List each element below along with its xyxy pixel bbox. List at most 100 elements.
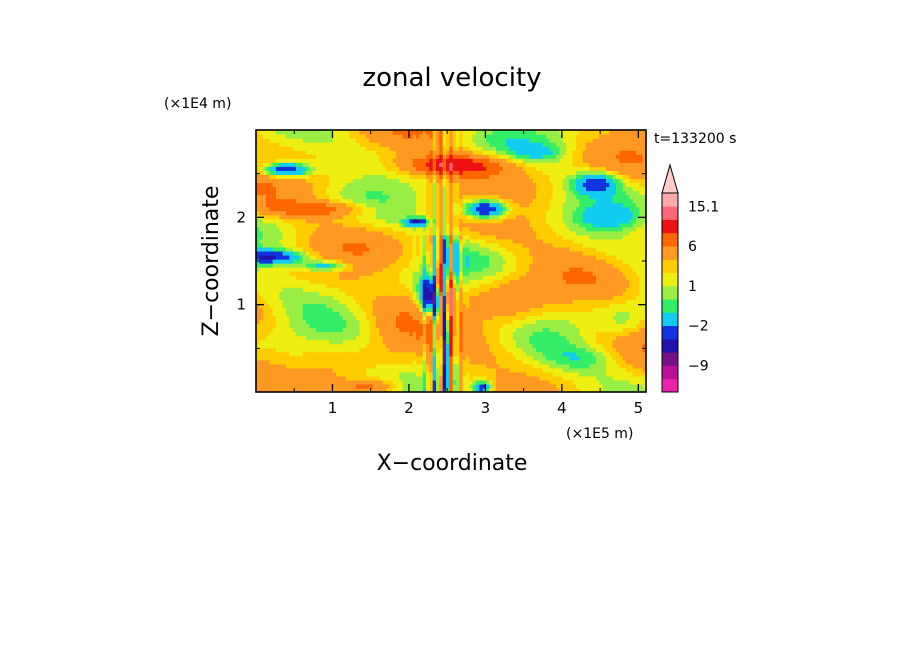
contour-cell: [412, 254, 417, 260]
contour-cell: [589, 263, 594, 268]
contour-cell: [586, 331, 590, 337]
contour-cell: [559, 283, 564, 288]
contour-cell: [296, 299, 300, 304]
contour-cell: [366, 254, 370, 260]
contour-cell: [569, 343, 574, 349]
contour-cell: [329, 379, 334, 385]
contour-cell: [516, 279, 520, 284]
contour-cell: [499, 379, 504, 385]
contour-cell: [596, 311, 600, 317]
contour-cell: [396, 339, 400, 345]
contour-cell: [456, 246, 460, 252]
contour-cell: [312, 327, 317, 333]
contour-cell: [399, 355, 404, 361]
contour-cell: [606, 343, 610, 349]
contour-cell: [629, 355, 634, 361]
contour-cell: [372, 279, 377, 284]
contour-cell: [569, 299, 574, 304]
contour-cell: [616, 254, 620, 260]
contour-cell: [259, 230, 264, 236]
contour-cell: [466, 363, 470, 369]
contour-cell: [262, 299, 267, 304]
contour-cell: [619, 279, 624, 284]
contour-cell: [612, 263, 617, 268]
contour-cell: [272, 351, 277, 357]
contour-cell: [619, 379, 624, 385]
contour-cell: [402, 335, 407, 341]
contour-cell: [512, 242, 517, 248]
contour-cell: [456, 234, 460, 240]
contour-cell: [592, 258, 597, 264]
contour-cell: [476, 331, 480, 337]
contour-cell: [272, 355, 277, 361]
contour-cell: [582, 299, 587, 304]
contour-cell: [552, 311, 557, 317]
contour-cell: [436, 295, 440, 300]
contour-cell: [372, 363, 377, 369]
contour-cell: [576, 335, 580, 341]
contour-cell: [456, 315, 460, 321]
contour-cell: [416, 287, 420, 292]
contour-cell: [402, 351, 407, 357]
contour-cell: [426, 287, 430, 292]
contour-cell: [466, 263, 470, 268]
contour-cell: [579, 339, 584, 345]
contour-cell: [642, 226, 646, 232]
contour-cell: [532, 238, 537, 244]
contour-cell: [642, 246, 646, 252]
contour-cell: [309, 234, 314, 240]
contour-cell: [422, 347, 427, 353]
contour-cell: [256, 275, 260, 280]
contour-cell: [532, 367, 537, 373]
contour-cell: [376, 226, 380, 232]
contour-cell: [419, 387, 424, 392]
contour-cell: [579, 367, 584, 373]
contour-cell: [636, 238, 640, 244]
contour-cell: [292, 299, 297, 304]
contour-cell: [606, 347, 610, 353]
contour-cell: [599, 230, 604, 236]
contour-cell: [496, 275, 500, 280]
contour-cell: [316, 307, 320, 312]
contour-cell: [586, 267, 590, 272]
contour-cell: [352, 218, 357, 224]
contour-cell: [382, 315, 387, 321]
contour-cell: [352, 238, 357, 244]
contour-cell: [382, 347, 387, 353]
contour-cell: [316, 230, 320, 236]
contour-cell: [346, 291, 350, 296]
contour-cell: [429, 355, 434, 361]
contour-cell: [449, 363, 454, 369]
contour-cell: [372, 331, 377, 337]
contour-cell: [496, 242, 500, 248]
contour-cell: [616, 246, 620, 252]
contour-cell: [466, 355, 470, 361]
contour-cell: [286, 387, 290, 392]
contour-cell: [366, 387, 370, 392]
contour-cell: [349, 319, 354, 325]
contour-cell: [269, 371, 274, 377]
contour-cell: [626, 367, 630, 373]
contour-cell: [409, 258, 414, 264]
contour-cell: [379, 295, 384, 300]
contour-cell: [426, 230, 430, 236]
contour-cell: [506, 246, 510, 252]
contour-cell: [619, 375, 624, 381]
contour-cell: [369, 258, 374, 264]
contour-cell: [256, 299, 260, 304]
contour-cell: [262, 246, 267, 252]
contour-cell: [269, 343, 274, 349]
contour-cell: [396, 327, 400, 333]
contour-cell: [389, 335, 394, 341]
contour-cell: [642, 359, 646, 365]
contour-cell: [412, 327, 417, 333]
contour-cell: [496, 250, 500, 256]
contour-cell: [562, 379, 567, 385]
contour-cell: [612, 258, 617, 264]
contour-cell: [586, 307, 590, 312]
contour-cell: [532, 363, 537, 369]
contour-cell: [459, 226, 464, 232]
contour-cell: [406, 234, 410, 240]
contour-cell: [352, 335, 357, 341]
contour-cell: [622, 335, 627, 341]
